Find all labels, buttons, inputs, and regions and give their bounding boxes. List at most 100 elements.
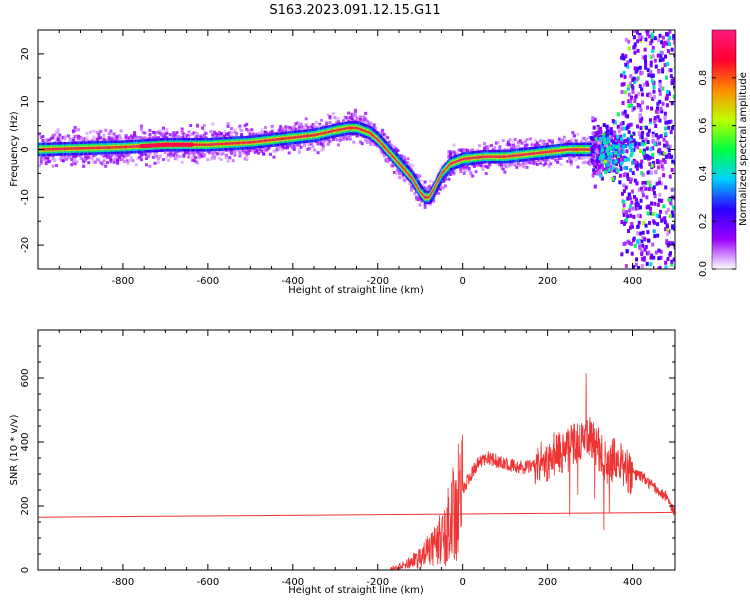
spectrogram-cell bbox=[462, 171, 466, 175]
spectrogram-cell bbox=[583, 156, 587, 160]
spectrogram-cell bbox=[73, 158, 77, 162]
spectrogram-cell bbox=[353, 119, 357, 123]
spectrogram-cell bbox=[557, 156, 561, 160]
spectrogram-cell bbox=[145, 156, 149, 160]
spectrogram-cell bbox=[269, 131, 273, 135]
spectrogram-cell bbox=[471, 174, 475, 178]
spectrogram-cell bbox=[260, 132, 264, 136]
spectrogram-cell bbox=[338, 139, 342, 143]
spectrogram-cell bbox=[258, 132, 262, 136]
spectrogram-cell bbox=[376, 144, 380, 148]
spectrogram-cell bbox=[248, 149, 252, 153]
spectrogram-cell bbox=[49, 136, 53, 140]
spectrogram-cell bbox=[545, 142, 549, 146]
spectrogram-cell bbox=[483, 164, 487, 168]
spectrogram-cell bbox=[389, 143, 393, 147]
spectrogram-cell bbox=[321, 139, 325, 143]
spectrogram-cell bbox=[167, 150, 171, 154]
spectrogram-cell bbox=[372, 123, 376, 127]
spectrogram-cell bbox=[60, 154, 64, 158]
spectrogram-cell bbox=[374, 126, 378, 130]
spectrogram-cell bbox=[381, 132, 385, 136]
spectrogram-cell bbox=[85, 135, 89, 139]
spectrogram-cell bbox=[586, 161, 590, 165]
spectrogram-cell bbox=[218, 135, 222, 139]
spectrogram-cell bbox=[262, 130, 266, 134]
spectrogram-cell bbox=[190, 158, 194, 162]
spectrogram-cell bbox=[117, 155, 121, 159]
spectrogram-cell bbox=[172, 150, 176, 154]
spectrogram-cell bbox=[416, 198, 420, 202]
spectrogram-cell bbox=[287, 151, 291, 155]
spectrogram-cell bbox=[523, 140, 527, 144]
spectrogram-cell bbox=[111, 153, 115, 157]
spectrogram-cell bbox=[372, 126, 376, 130]
spectrogram-cell bbox=[311, 123, 315, 127]
spectrogram-cell bbox=[173, 151, 177, 155]
spectrogram-cell bbox=[460, 148, 464, 152]
spectrogram-cell bbox=[44, 140, 48, 144]
spectrogram-cell bbox=[384, 135, 388, 139]
spectrogram-cell bbox=[410, 188, 414, 192]
spectrogram-cell bbox=[430, 183, 434, 187]
spectrogram-cell bbox=[231, 159, 235, 163]
spectrogram-cell bbox=[211, 152, 215, 156]
spectrogram-cell bbox=[248, 132, 252, 136]
spectrogram-cell bbox=[53, 133, 57, 137]
spectrogram-cell bbox=[133, 133, 137, 137]
spectrogram-cell bbox=[85, 138, 89, 142]
spectrogram-cell bbox=[489, 144, 493, 148]
spectrogram-cell bbox=[46, 138, 50, 142]
spectrogram-cell bbox=[129, 137, 133, 141]
spectrogram-cell bbox=[102, 134, 106, 138]
spectrogram-cell bbox=[335, 118, 339, 122]
spectrogram-cell bbox=[109, 137, 113, 141]
spectrogram-cell bbox=[362, 118, 366, 122]
spectrogram-cell bbox=[58, 157, 62, 161]
spectrogram-cell bbox=[277, 146, 281, 150]
spectrogram-cell bbox=[342, 119, 346, 123]
spectrogram-cell bbox=[455, 151, 459, 155]
spectrogram-cell bbox=[550, 140, 554, 144]
spectrogram-cell bbox=[257, 151, 261, 155]
spectrogram-cell bbox=[435, 174, 439, 178]
spectrogram-cell bbox=[141, 152, 145, 156]
spectrogram-cell bbox=[238, 127, 242, 131]
spectrogram-cell bbox=[85, 156, 89, 160]
spectrogram-cell bbox=[364, 117, 368, 121]
spectrogram-cell bbox=[544, 162, 548, 166]
spectrogram-cell bbox=[73, 162, 77, 166]
spectrogram-cell bbox=[333, 116, 337, 120]
spectrogram-cell bbox=[511, 143, 515, 147]
spectrogram-cell bbox=[498, 145, 502, 149]
spectrogram-cell bbox=[114, 156, 118, 160]
spectrogram-cell bbox=[216, 152, 220, 156]
spectrogram-cell bbox=[574, 158, 578, 162]
spectrogram-cell bbox=[336, 117, 340, 121]
spectrogram-cell bbox=[139, 127, 143, 131]
spectrogram-cell bbox=[328, 121, 332, 125]
spectrogram-cell bbox=[262, 131, 266, 135]
spectrogram-cell bbox=[48, 159, 52, 163]
spectrogram-cell bbox=[272, 155, 276, 159]
spectrogram-cell bbox=[180, 160, 184, 164]
spectrogram-cell bbox=[204, 131, 208, 135]
spectrogram-cell bbox=[438, 187, 442, 191]
spectrogram-cell bbox=[184, 151, 188, 155]
spectrogram-cell bbox=[443, 184, 447, 188]
spectrogram-cell bbox=[277, 128, 281, 132]
spectrogram-cell bbox=[260, 146, 264, 150]
spectrogram-cell bbox=[151, 155, 155, 159]
spectrogram-cell bbox=[348, 137, 352, 141]
spectrogram-cell bbox=[102, 162, 106, 166]
spectrogram-cell bbox=[399, 154, 403, 158]
spectrogram-cell bbox=[401, 177, 405, 181]
spectrogram-cell bbox=[275, 144, 279, 148]
spectrogram-cell bbox=[175, 157, 179, 161]
spectrogram-cell bbox=[51, 134, 55, 138]
spectrogram-cell bbox=[466, 148, 470, 152]
spectrogram-cell bbox=[192, 155, 196, 159]
spectrogram-cell bbox=[498, 163, 502, 167]
spectrogram-cell bbox=[443, 177, 447, 181]
